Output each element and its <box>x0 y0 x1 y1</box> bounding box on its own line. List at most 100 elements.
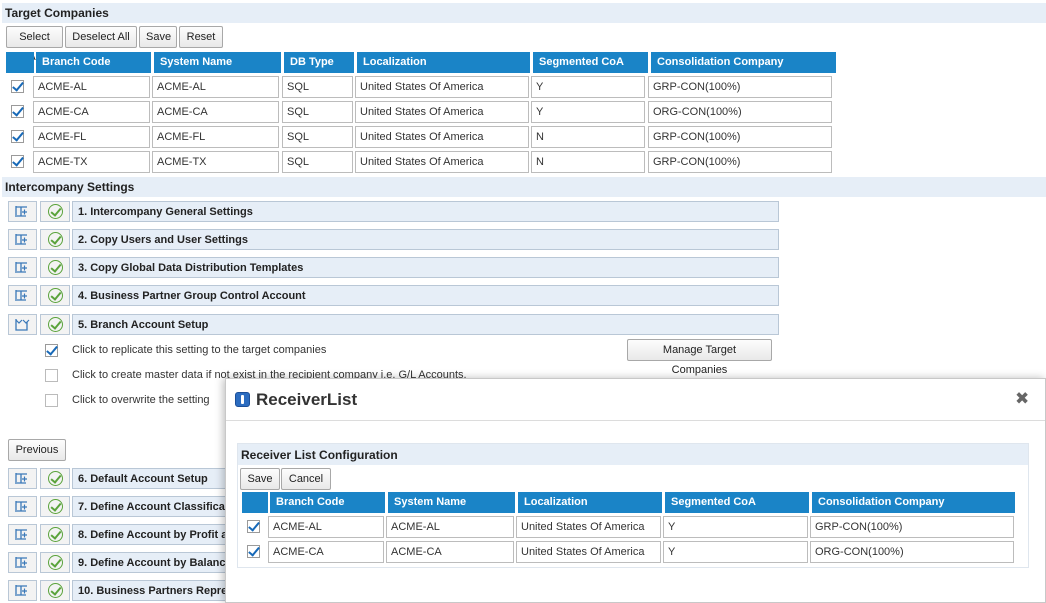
step-status <box>40 580 70 601</box>
column-header-branch-code: Branch Code <box>270 492 385 513</box>
check-circle-icon <box>48 232 63 247</box>
branch-code-cell: ACME-TX <box>33 151 150 173</box>
column-header-system-name: System Name <box>154 52 281 73</box>
step-status <box>40 314 70 335</box>
step-status <box>40 552 70 573</box>
system-name-cell: ACME-AL <box>152 76 279 98</box>
info-icon <box>235 392 250 407</box>
previous-button[interactable]: Previous <box>8 439 66 461</box>
column-header-segmented-coa: Segmented CoA <box>533 52 648 73</box>
receiver-list-panel: Receiver List Configuration Save Cancel … <box>237 443 1029 568</box>
receiver-list-dialog: ReceiverList ✖ Receiver List Configurati… <box>225 378 1046 603</box>
check-circle-icon <box>48 260 63 275</box>
check-circle-icon <box>48 471 63 486</box>
expand-node-icon[interactable] <box>8 257 37 278</box>
row-checkbox[interactable] <box>11 105 24 118</box>
row-checkbox[interactable] <box>247 545 260 558</box>
consolidation-company-cell: GRP-CON(100%) <box>810 516 1014 538</box>
check-circle-icon <box>48 555 63 570</box>
step-status <box>40 201 70 222</box>
column-header-localization: Localization <box>518 492 662 513</box>
step-status <box>40 496 70 517</box>
intercompany-settings-title: Intercompany Settings <box>5 180 135 194</box>
reset-button[interactable]: Reset <box>179 26 223 48</box>
expand-node-icon[interactable] <box>8 468 37 489</box>
column-header-consolidation-company: Consolidation Company <box>651 52 836 73</box>
column-header-system-name: System Name <box>388 492 515 513</box>
step-status <box>40 257 70 278</box>
step-title[interactable]: 1. Intercompany General Settings <box>72 201 779 222</box>
dialog-save-button[interactable]: Save <box>240 468 280 490</box>
expand-node-icon[interactable] <box>8 496 37 517</box>
close-icon[interactable]: ✖ <box>1015 389 1030 408</box>
select-all-button[interactable]: Select All <box>6 26 63 63</box>
row-checkbox[interactable] <box>11 130 24 143</box>
column-header-localization: Localization <box>357 52 530 73</box>
segmented-coa-cell: N <box>531 126 645 148</box>
expand-node-icon[interactable] <box>8 201 37 222</box>
select-column-header <box>242 492 268 513</box>
expand-node-icon[interactable] <box>8 524 37 545</box>
create-master-data-checkbox[interactable] <box>45 369 58 382</box>
deselect-all-button[interactable]: Deselect All <box>65 26 137 48</box>
system-name-cell: ACME-AL <box>386 516 514 538</box>
row-checkbox[interactable] <box>247 520 260 533</box>
localization-cell: United States Of America <box>516 516 661 538</box>
check-circle-icon <box>48 317 63 332</box>
expand-node-icon[interactable] <box>8 552 37 573</box>
localization-cell: United States Of America <box>355 151 529 173</box>
db-type-cell: SQL <box>282 101 353 123</box>
step-title[interactable]: 4. Business Partner Group Control Accoun… <box>72 285 779 306</box>
manage-target-companies-button[interactable]: Manage Target Companies <box>627 339 772 376</box>
db-type-cell: SQL <box>282 151 353 173</box>
step-status <box>40 285 70 306</box>
system-name-cell: ACME-FL <box>152 126 279 148</box>
column-header-consolidation-company: Consolidation Company <box>812 492 1015 513</box>
db-type-cell: SQL <box>282 126 353 148</box>
db-type-cell: SQL <box>282 76 353 98</box>
check-circle-icon <box>48 204 63 219</box>
localization-cell: United States Of America <box>516 541 661 563</box>
system-name-cell: ACME-TX <box>152 151 279 173</box>
step-title[interactable]: 2. Copy Users and User Settings <box>72 229 779 250</box>
branch-code-cell: ACME-AL <box>268 516 384 538</box>
segmented-coa-cell: Y <box>531 76 645 98</box>
segmented-coa-cell: Y <box>663 516 808 538</box>
target-companies-header: Target Companies <box>2 3 1046 23</box>
target-companies-title: Target Companies <box>5 6 109 20</box>
collapse-node-icon[interactable] <box>8 314 37 335</box>
overwrite-setting-checkbox[interactable] <box>45 394 58 407</box>
step-title[interactable]: 3. Copy Global Data Distribution Templat… <box>72 257 779 278</box>
consolidation-company-cell: ORG-CON(100%) <box>648 101 832 123</box>
save-button[interactable]: Save <box>139 26 177 48</box>
overwrite-setting-label: Click to overwrite the setting <box>72 394 210 406</box>
system-name-cell: ACME-CA <box>386 541 514 563</box>
check-circle-icon <box>48 288 63 303</box>
dialog-title: ReceiverList <box>256 390 358 409</box>
branch-code-cell: ACME-AL <box>33 76 150 98</box>
check-circle-icon <box>48 583 63 598</box>
segmented-coa-cell: Y <box>663 541 808 563</box>
step-title[interactable]: 5. Branch Account Setup <box>72 314 779 335</box>
expand-node-icon[interactable] <box>8 285 37 306</box>
localization-cell: United States Of America <box>355 126 529 148</box>
check-circle-icon <box>48 527 63 542</box>
consolidation-company-cell: GRP-CON(100%) <box>648 76 832 98</box>
column-header-segmented-coa: Segmented CoA <box>665 492 809 513</box>
step-status <box>40 524 70 545</box>
dialog-cancel-button[interactable]: Cancel <box>281 468 331 490</box>
expand-node-icon[interactable] <box>8 229 37 250</box>
intercompany-settings-header: Intercompany Settings <box>2 177 1046 197</box>
branch-code-cell: ACME-CA <box>33 101 150 123</box>
replicate-setting-checkbox[interactable] <box>45 344 58 357</box>
branch-code-cell: ACME-CA <box>268 541 384 563</box>
segmented-coa-cell: Y <box>531 101 645 123</box>
expand-node-icon[interactable] <box>8 580 37 601</box>
row-checkbox[interactable] <box>11 80 24 93</box>
select-column-header <box>6 52 34 73</box>
column-header-db-type: DB Type <box>284 52 354 73</box>
row-checkbox[interactable] <box>11 155 24 168</box>
consolidation-company-cell: ORG-CON(100%) <box>810 541 1014 563</box>
segmented-coa-cell: N <box>531 151 645 173</box>
consolidation-company-cell: GRP-CON(100%) <box>648 151 832 173</box>
